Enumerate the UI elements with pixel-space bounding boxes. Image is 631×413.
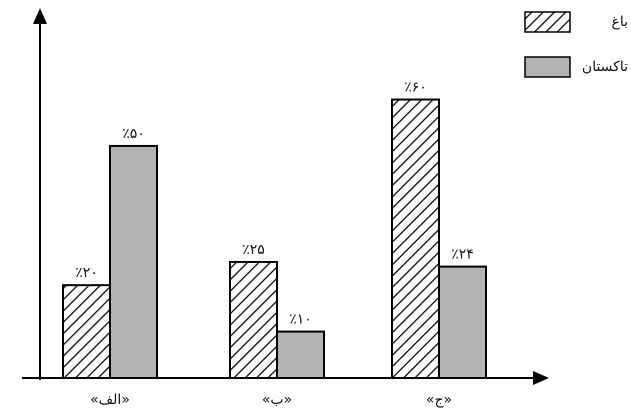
value-label: ٪۲۰ xyxy=(75,265,98,281)
bar xyxy=(391,98,440,380)
value-label: ٪۶۰ xyxy=(404,80,427,96)
x-axis-arrow xyxy=(533,371,549,385)
legend-swatch xyxy=(524,56,571,78)
bar xyxy=(276,330,325,380)
legend-label: تاکستان xyxy=(582,59,628,75)
legend-label: باغ xyxy=(611,14,628,30)
bar xyxy=(109,144,158,379)
bar xyxy=(438,265,487,379)
bar xyxy=(62,284,111,379)
value-label: ٪۵۰ xyxy=(122,126,145,142)
y-axis-arrow xyxy=(33,8,47,24)
bar xyxy=(229,260,278,380)
x-tick-label: «ج» xyxy=(426,392,452,408)
legend-swatch xyxy=(524,11,571,33)
x-tick-label: «الف» xyxy=(90,392,130,408)
value-label: ٪۲۵ xyxy=(242,242,265,258)
x-tick-label: «ب» xyxy=(262,392,292,408)
value-label: ٪۲۴ xyxy=(451,247,474,263)
value-label: ٪۱۰ xyxy=(289,312,312,328)
